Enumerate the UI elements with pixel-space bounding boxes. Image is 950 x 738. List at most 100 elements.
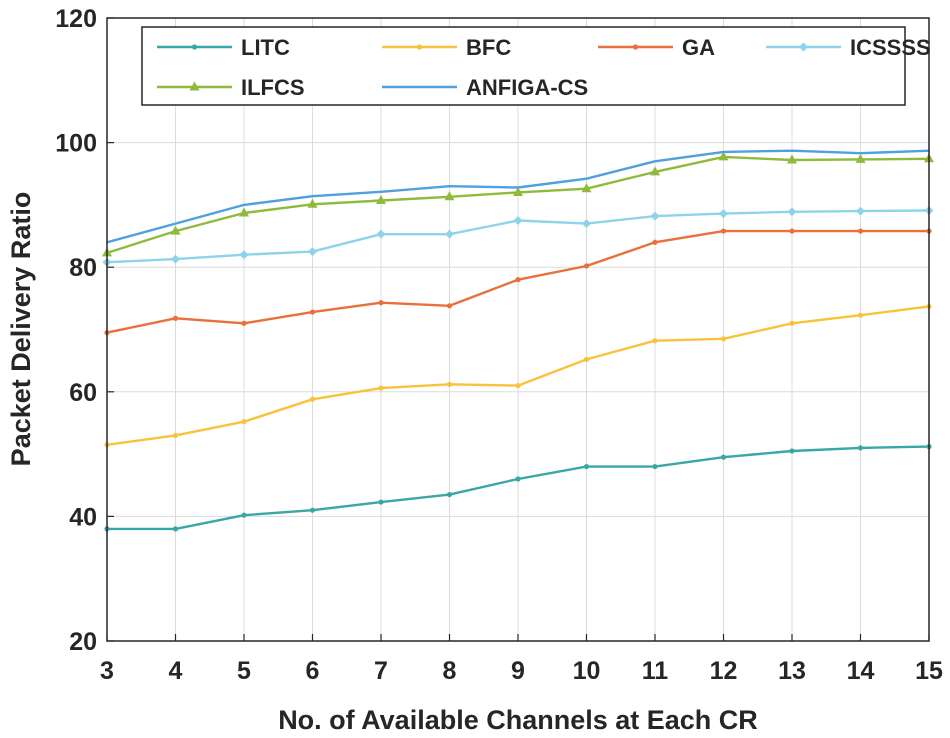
bfc-point [583,356,590,363]
series-icssss [102,206,934,267]
legend-label-ga: GA [682,35,715,60]
ilfcs-point [581,183,592,193]
legend-box [141,26,906,106]
ga-point [309,309,316,315]
ga-point [720,228,727,234]
series-bfc [104,303,932,448]
anfiga-cs-line [106,149,930,244]
litc-point [583,463,590,470]
ga-point [789,228,795,234]
ga-point [652,239,658,245]
ga-point [583,263,590,269]
legend-item-bfc: BFC [382,35,511,60]
icssss-point [719,209,728,219]
icssss-point [376,229,386,239]
y-tick-label: 40 [69,503,97,531]
ilfcs-point [650,166,660,176]
bfc-point [241,419,247,425]
bfc-point [857,312,864,318]
litc-point [172,526,179,532]
legend-marker-icssss [799,42,808,52]
x-tick-label: 10 [573,657,601,685]
legend-label-litc: LITC [241,35,290,60]
series-litc [104,444,932,532]
ilfcs-point [787,154,797,164]
x-tick-label: 12 [710,657,738,685]
legend-marker-ga [632,44,639,50]
ilfcs-point [170,225,181,235]
icssss-point [171,254,180,264]
ilfcs-point [239,207,249,217]
bfc-point [652,338,658,344]
y-tick-label: 20 [69,628,97,656]
litc-point [378,499,384,505]
x-tick-label: 11 [642,657,669,685]
litc-point [446,491,453,498]
icssss-point [650,211,660,221]
x-tick-label: 9 [511,657,525,685]
y-axis-label: Packet Delivery Ratio [6,192,36,467]
litc-point [857,445,864,451]
x-tick-label: 6 [306,657,320,685]
ga-point [378,300,384,306]
bfc-point [309,396,316,402]
legend-item-ga: GA [598,35,715,60]
icssss-point [445,229,454,239]
legend-marker-litc [191,44,198,50]
legend-label-ilfcs: ILFCS [241,75,305,100]
legend-label-icssss: ICSSSS [850,35,931,60]
legend: LITC BFC GA ICSSSS ILFCS ANFIGA-CS [141,26,931,106]
bfc-point [515,382,521,389]
grid-lines [106,17,930,642]
x-axis-label: No. of Available Channels at Each CR [278,705,758,735]
icssss-point [582,219,591,229]
litc-point [652,463,658,470]
icssss-point [787,207,797,217]
ga-point [515,277,521,283]
bfc-point [446,381,453,387]
ga-point [857,228,864,234]
legend-item-ilfcs: ILFCS [157,75,305,100]
legend-marker-bfc [416,44,423,50]
bfc-point [172,432,179,439]
ilfcs-point [376,195,386,205]
x-tick-label: 5 [237,657,251,685]
ilfcs-point [718,151,729,161]
icssss-point [513,215,523,225]
ga-point [446,303,453,309]
series-lines [102,149,934,532]
bfc-point [378,385,384,391]
x-tick-label: 4 [169,657,183,685]
legend-item-litc: LITC [157,35,290,60]
ilfcs-point [513,186,523,196]
x-tick-label: 8 [443,657,457,685]
ilfcs-point [307,198,318,208]
x-tick-label: 14 [847,657,875,685]
y-tick-label: 60 [69,379,97,407]
y-tick-label: 120 [55,5,97,33]
legend-marker-ilfcs [189,81,200,91]
ga-point [172,315,179,321]
litc-point [720,454,727,460]
icssss-point [856,206,865,216]
ilfcs-point [855,153,866,163]
y-tick-label: 100 [55,130,97,158]
x-tick-label: 7 [374,657,388,685]
x-tick-label: 3 [100,657,114,685]
x-tick-label: 15 [915,657,943,685]
y-tick-label: 80 [69,254,97,282]
ga-point [241,320,247,326]
litc-point [241,512,247,518]
ilfcs-point [444,191,455,201]
series-anfiga-cs [106,149,930,244]
icssss-point [239,250,249,260]
series-ilfcs [102,151,934,257]
axis-tick-labels: 3 4 5 6 7 8 9 10 11 12 13 14 15 20 40 60 80 100 120 [55,5,943,685]
icssss-point [308,247,317,257]
legend-item-icssss: ICSSSS [766,35,931,60]
litc-point [789,448,795,454]
litc-point [515,476,521,482]
plot-frame [106,17,930,642]
legend-label-anfiga-cs: ANFIGA-CS [466,75,588,100]
